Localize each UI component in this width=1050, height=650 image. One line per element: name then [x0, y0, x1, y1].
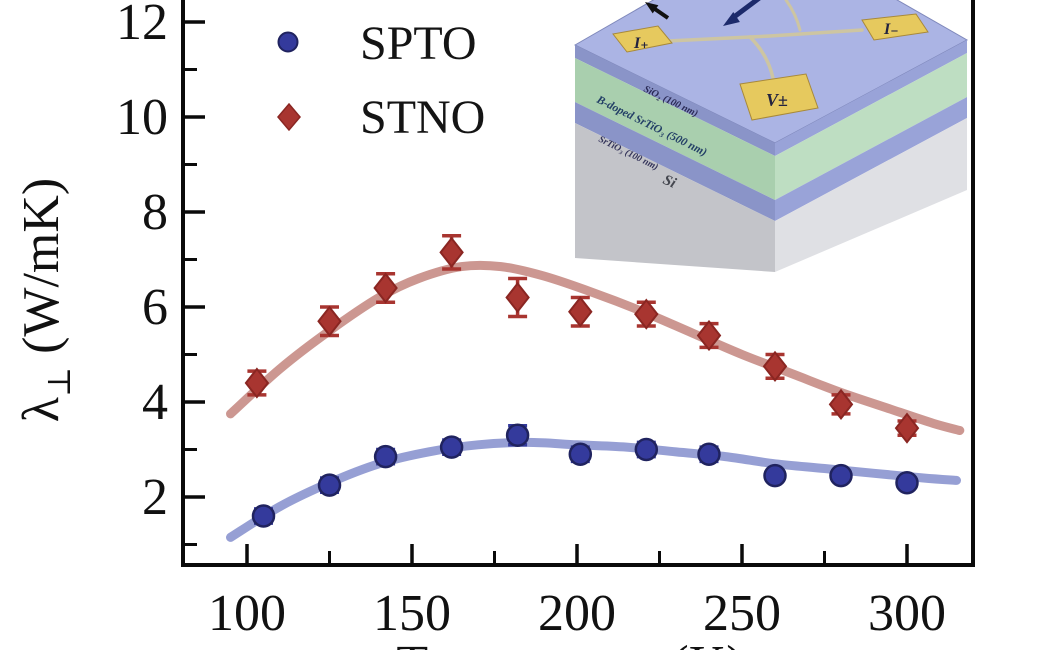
- stno-data-point: [828, 388, 854, 420]
- spto-data-point: [895, 471, 919, 495]
- spto-data-point: [763, 463, 787, 488]
- stno-data-point: [317, 305, 342, 337]
- pad-i-minus: [861, 13, 929, 41]
- layer-side-right-substrate: [775, 118, 967, 272]
- stno-data-point-group: [762, 350, 788, 382]
- spto-data-point-group: [317, 473, 342, 497]
- stno-data-point-group: [634, 298, 659, 330]
- x-axis-tick-label: 200: [538, 585, 616, 642]
- arrow-navy-head: [723, 12, 740, 26]
- stno-data-point: [244, 367, 270, 399]
- legend-marker-stno: [277, 102, 301, 132]
- x-axis-tick-label: 250: [703, 585, 781, 642]
- stno-data-point-group: [568, 295, 593, 328]
- spto-data-point-group: [373, 444, 398, 469]
- x-axis-tick-label: 100: [208, 585, 286, 642]
- x-axis-title-partial: Temperature (K): [396, 636, 743, 650]
- spto-data-point: [373, 444, 398, 469]
- spto-data-point-group: [634, 437, 659, 462]
- legend: SPTO STNO: [277, 17, 485, 144]
- stno-data-point: [894, 412, 920, 444]
- spto-data-point: [829, 463, 853, 488]
- spto-data-point-group: [568, 442, 593, 466]
- y-axis-title: λ⊥ (W/mK): [13, 178, 77, 422]
- bond-wire: [666, 28, 864, 43]
- spto-data-point: [251, 504, 276, 528]
- pad-i-plus: [612, 25, 673, 53]
- spto-data-point: [439, 435, 464, 459]
- stno-data-point-group: [373, 272, 398, 304]
- layer-side-left-substrate: [575, 123, 775, 272]
- x-axis-tick-label: 300: [868, 585, 946, 642]
- spto-data-point: [505, 423, 530, 447]
- stno-data-point: [696, 319, 722, 352]
- pad-label-i-minus: I₋: [883, 21, 899, 38]
- pad-v: [739, 73, 819, 121]
- spto-data-point-group: [829, 463, 853, 488]
- arrow-navy-shaft: [732, 0, 761, 19]
- spto-data-point: [317, 473, 342, 497]
- stno-data-point-group: [894, 412, 920, 444]
- y-axis-tick-label: 12: [116, 0, 168, 51]
- layer-side-right-sio2: [775, 40, 967, 156]
- y-axis-tick-label: 8: [142, 184, 168, 241]
- y-axis-spine: [181, 0, 185, 567]
- stno-data-point: [634, 298, 659, 330]
- spto-data-point: [568, 442, 593, 466]
- stno-data-point-group: [317, 305, 342, 338]
- x-axis-tick-label: 150: [373, 585, 451, 642]
- spto-data-point-group: [505, 423, 530, 447]
- stno-data-point-group: [505, 276, 530, 319]
- x-axis-spine: [181, 563, 975, 567]
- stno-data-point-group: [828, 388, 854, 420]
- spto-data-point-group: [697, 442, 721, 466]
- layer-side-right-buffer: [775, 97, 967, 221]
- right-spine: [971, 0, 975, 567]
- y-axis-tick-label: 2: [142, 469, 168, 526]
- legend-label-stno: STNO: [360, 91, 485, 144]
- spto-data-point: [634, 437, 659, 462]
- stno-fit-curve: [226, 260, 965, 435]
- y-axis-tick-label: 4: [142, 374, 168, 431]
- stno-data-point: [505, 281, 530, 314]
- pad-label-i-plus: I₊: [633, 35, 649, 52]
- stno-data-point: [568, 296, 593, 328]
- bond-wire-branch: [748, 35, 775, 80]
- stno-data-point-group: [244, 367, 270, 399]
- stno-data-point-group: [696, 319, 722, 352]
- layer-side-left-doped-sto: [575, 58, 775, 200]
- bond-wire-lead: [784, 0, 802, 32]
- spto-data-point-group: [251, 504, 276, 528]
- stno-data-point: [373, 272, 398, 304]
- legend-label-spto: SPTO: [360, 17, 477, 70]
- pad-label-v: V±: [766, 90, 788, 110]
- spto-data-point-group: [895, 471, 919, 495]
- stno-data-point: [439, 236, 464, 268]
- spto-data-point: [697, 442, 721, 466]
- stno-data-point-group: [439, 234, 464, 271]
- arrow-black-head: [645, 2, 659, 14]
- device-schematic-inset: I₊ I₋ V± SiO₂ (100 nm) B-doped SrTiO₃ (5…: [573, 0, 969, 272]
- layer-side-right-doped-sto: [775, 53, 967, 200]
- spto-data-point-group: [763, 463, 787, 488]
- stno-data-point: [762, 350, 788, 382]
- legend-marker-spto: [277, 31, 299, 53]
- y-axis-tick-label: 6: [142, 279, 168, 336]
- spto-data-point-group: [439, 435, 464, 459]
- layer-side-left-buffer: [575, 102, 775, 221]
- layer-side-left-sio2: [575, 45, 775, 156]
- y-axis-tick-label: 10: [116, 89, 168, 146]
